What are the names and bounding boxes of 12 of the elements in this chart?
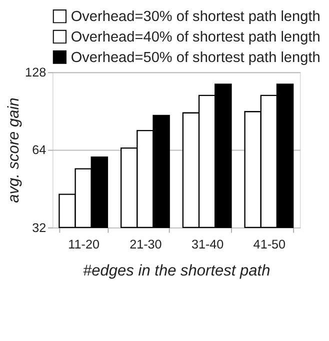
legend-label: Overhead=30% of shortest path length <box>70 9 320 26</box>
y-tick-label: 128 <box>25 66 46 80</box>
y-tick-label: 64 <box>32 143 46 158</box>
y-axis-title: avg. score gain <box>5 98 22 203</box>
y-tick-label: 32 <box>32 220 46 235</box>
x-tick-label: 11-20 <box>68 237 100 252</box>
legend-label: Overhead=50% of shortest path length <box>70 50 320 66</box>
x-axis-title: #edges in the shortest path <box>83 262 270 280</box>
x-tick-label: 41-50 <box>253 237 286 252</box>
x-tick-label: 21-30 <box>130 237 162 252</box>
legend-label: Overhead=40% of shortest path length <box>70 30 320 46</box>
x-tick-label: 31-40 <box>191 237 224 252</box>
